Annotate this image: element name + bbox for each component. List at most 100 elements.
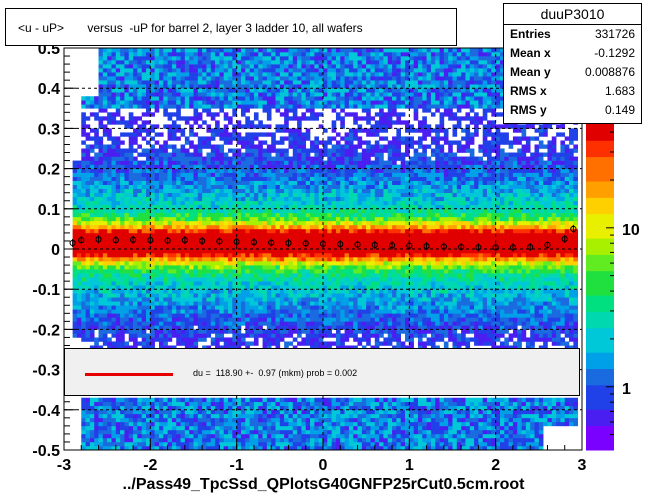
heat-cell — [120, 148, 125, 153]
heat-cell — [279, 437, 285, 443]
heat-cell — [137, 293, 142, 298]
heat-cell — [171, 345, 177, 350]
heat-cell — [141, 184, 147, 189]
heat-cell — [76, 212, 82, 218]
heat-cell — [141, 325, 147, 330]
heat-cell — [305, 156, 311, 161]
heat-cell — [158, 244, 164, 250]
heat-cell — [314, 96, 319, 101]
heat-cell — [271, 301, 276, 306]
heat-cell — [314, 333, 319, 338]
heat-cell — [72, 313, 78, 318]
heat-cell — [107, 405, 112, 411]
heat-cell — [240, 301, 246, 306]
heat-cell — [258, 244, 263, 250]
heat-cell — [232, 232, 237, 238]
heat-cell — [189, 68, 194, 73]
heat-cell — [206, 333, 212, 338]
heat-cell — [327, 305, 332, 310]
heat-cell — [158, 132, 164, 137]
heat-cell — [111, 305, 117, 310]
heat-cell — [232, 437, 237, 443]
heat-cell — [197, 88, 203, 93]
heat-cell — [335, 144, 341, 149]
heat-cell — [81, 184, 86, 189]
heat-cell — [202, 96, 207, 101]
heat-cell — [115, 68, 121, 73]
heat-cell — [232, 212, 237, 218]
heat-cell — [297, 140, 302, 145]
heat-cell — [176, 405, 181, 411]
heat-cell — [89, 281, 95, 286]
heat-cell — [154, 240, 160, 246]
heat-cell — [102, 72, 108, 77]
heat-cell — [223, 72, 229, 77]
heat-cell — [228, 341, 233, 346]
heat-cell — [297, 100, 302, 105]
heat-cell — [85, 445, 91, 451]
heat-cell — [141, 409, 147, 415]
heat-cell — [245, 160, 250, 165]
heat-cell — [215, 76, 220, 81]
heat-cell — [258, 257, 263, 262]
heat-cell — [232, 429, 237, 435]
heat-cell — [275, 281, 281, 286]
heat-cell — [76, 289, 82, 294]
heat-cell — [279, 429, 285, 435]
heat-cell — [219, 180, 225, 185]
heat-cell — [262, 156, 268, 161]
heat-cell — [318, 140, 324, 145]
heat-cell — [124, 345, 130, 350]
heat-cell — [240, 80, 246, 85]
heat-cell — [215, 156, 220, 161]
heat-cell — [111, 72, 117, 77]
heat-cell — [206, 136, 212, 141]
heat-cell — [180, 405, 186, 411]
heat-cell — [335, 180, 341, 185]
heat-cell — [102, 228, 108, 234]
heat-cell — [249, 164, 255, 169]
heat-cell — [262, 313, 268, 318]
heat-cell — [340, 425, 345, 431]
heat-cell — [323, 257, 328, 262]
heat-cell — [206, 425, 212, 431]
heat-cell — [107, 309, 112, 314]
heat-cell — [340, 401, 345, 407]
heat-cell — [245, 445, 250, 451]
heat-cell — [133, 277, 138, 282]
heat-cell — [327, 76, 332, 81]
heat-cell — [124, 313, 130, 318]
heat-cell — [323, 289, 328, 294]
heat-cell — [154, 313, 160, 318]
heat-cell — [202, 208, 207, 214]
heat-cell — [323, 253, 328, 258]
heat-cell — [141, 160, 147, 165]
heat-cell — [133, 72, 138, 77]
heat-cell — [288, 297, 294, 302]
heat-cell — [158, 188, 164, 194]
heat-cell — [210, 244, 216, 250]
heat-cell — [292, 236, 298, 242]
heat-cell — [193, 333, 199, 338]
heat-cell — [223, 164, 229, 169]
heat-cell — [318, 321, 324, 326]
heat-cell — [262, 289, 268, 294]
heat-cell — [206, 164, 212, 169]
heat-cell — [215, 397, 220, 403]
heat-cell — [228, 249, 233, 254]
heat-cell — [314, 188, 319, 194]
heat-cell — [111, 293, 117, 298]
heat-cell — [85, 240, 91, 246]
heat-cell — [249, 208, 255, 214]
heat-cell — [288, 220, 294, 226]
heat-cell — [107, 176, 112, 181]
heat-cell — [228, 421, 233, 427]
heat-cell — [249, 96, 255, 101]
heat-cell — [305, 401, 311, 407]
heat-cell — [232, 273, 237, 278]
heat-cell — [245, 96, 250, 101]
heat-cell — [158, 345, 164, 350]
heat-cell — [128, 184, 134, 189]
heat-cell — [141, 240, 147, 246]
heat-cell — [141, 397, 147, 403]
